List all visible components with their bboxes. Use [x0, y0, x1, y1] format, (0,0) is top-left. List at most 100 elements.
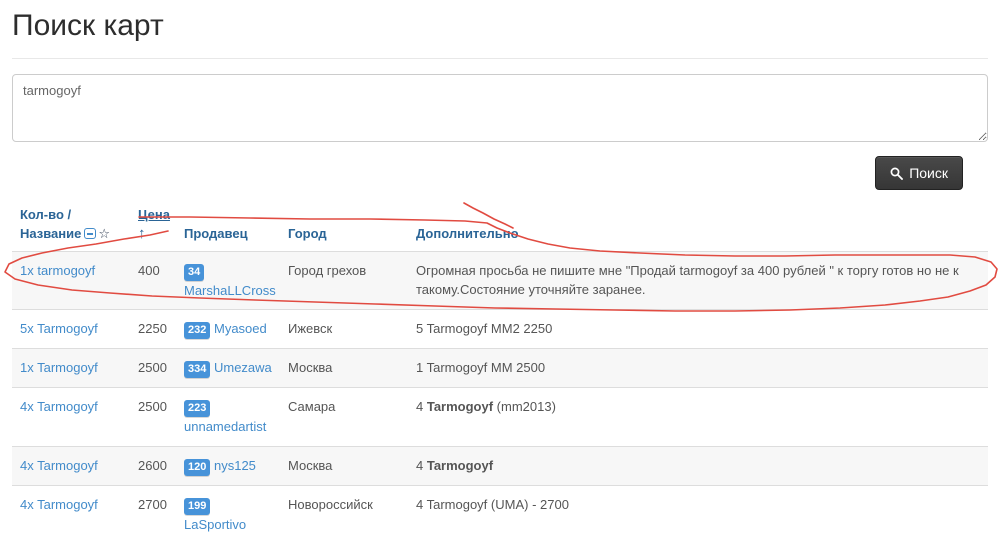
price-cell: 2500: [130, 387, 176, 447]
extra-bold: Tarmogoyf: [426, 399, 494, 415]
title-divider: [12, 58, 988, 59]
city-cell: Самара: [280, 387, 408, 447]
extra-cell: 4 Tarmogoyf (UMA) - 2700: [408, 484, 988, 543]
header-name-label: Название: [20, 225, 82, 241]
seller-cell: 334 Umezawa: [176, 348, 280, 388]
seller-link[interactable]: unnamedartist: [184, 419, 267, 435]
city-label: Новороссийск: [288, 496, 373, 512]
table-row: 5x Tarmogoyf 2250 232 Myasoed Ижевск 5 T…: [12, 309, 988, 349]
city-cell: Город грехов: [280, 250, 408, 310]
header-city: Город: [280, 202, 408, 252]
sort-price-link[interactable]: Цена ↑: [138, 207, 170, 241]
qty-name-cell: 4x Tarmogoyf: [12, 484, 130, 543]
table-header-row: Кол-во / Название ☆ Цена ↑ Продавец Город…: [12, 202, 988, 252]
seller-link[interactable]: Myasoed: [213, 321, 267, 337]
header-price-label: Цена: [138, 207, 170, 222]
seller-cell: 120 nys125: [176, 445, 280, 486]
page-title: Поиск карт: [12, 9, 164, 42]
city-cell: Новороссийск: [280, 484, 408, 543]
seller-cell: 199 LaSportivo: [176, 484, 280, 543]
extra-text: 1 Tarmogoyf MM 2500: [416, 360, 545, 375]
card-link[interactable]: 1x tarmogoyf: [20, 262, 96, 278]
results-table: Кол-во / Название ☆ Цена ↑ Продавец Город…: [12, 202, 988, 543]
card-link[interactable]: 4x Tarmogoyf: [20, 496, 98, 512]
seller-link[interactable]: nys125: [213, 457, 256, 473]
extra-text: 4 Tarmogoyf (UMA) - 2700: [416, 497, 569, 512]
extra-post: (mm2013): [493, 399, 556, 415]
card-link[interactable]: 4x Tarmogoyf: [20, 399, 98, 415]
extra-cell: 4 Tarmogoyf (mm2013): [408, 387, 988, 447]
table-row: 4x Tarmogoyf 2500 223 unnamedartist Сама…: [12, 387, 988, 447]
city-label: Город грехов: [288, 262, 367, 278]
seller-cell: 232 Myasoed: [176, 309, 280, 349]
card-link[interactable]: 5x Tarmogoyf: [20, 321, 98, 337]
search-input[interactable]: tarmogoyf: [12, 74, 988, 142]
table-row: 4x Tarmogoyf 2600 120 nys125 Москва 4 Ta…: [12, 445, 988, 486]
comment-icon[interactable]: [84, 227, 97, 239]
extra-cell: 4 Tarmogoyf: [408, 445, 988, 486]
city-cell: Ижевск: [280, 309, 408, 349]
price-cell: 2700: [130, 484, 176, 543]
price-value: 2250: [138, 321, 167, 337]
table-row: 4x Tarmogoyf 2700 199 LaSportivo Новорос…: [12, 484, 988, 543]
city-cell: Москва: [280, 445, 408, 486]
extra-pre: 4: [416, 399, 427, 415]
seller-rating-badge[interactable]: 199: [184, 497, 211, 515]
table-row: 1x tarmogoyf 400 34 MarshaLLCross Город …: [12, 250, 988, 310]
price-value: 400: [138, 262, 160, 278]
header-seller: Продавец: [176, 202, 280, 252]
sort-qty-link[interactable]: Кол-во / Название: [20, 207, 81, 241]
extra-cell: 1 Tarmogoyf MM 2500: [408, 348, 988, 388]
header-price: Цена ↑: [130, 202, 176, 252]
seller-rating-badge[interactable]: 34: [184, 263, 205, 281]
seller-rating-badge[interactable]: 223: [184, 400, 211, 418]
search-button[interactable]: Поиск: [875, 156, 963, 190]
city-cell: Москва: [280, 348, 408, 388]
table-row: 1x Tarmogoyf 2500 334 Umezawa Москва 1 T…: [12, 348, 988, 388]
star-icon[interactable]: ☆: [98, 225, 111, 241]
extra-pre: 1 Tarmogoyf MM 2500: [416, 360, 546, 376]
city-label: Самара: [288, 399, 336, 415]
sort-seller-link[interactable]: Продавец: [184, 225, 248, 241]
search-button-label: Поиск: [909, 165, 948, 181]
extra-pre: 4 Tarmogoyf (UMA) - 2700: [416, 496, 569, 512]
qty-name-cell: 5x Tarmogoyf: [12, 309, 130, 349]
header-qty-label: Кол-во /: [20, 207, 72, 222]
seller-rating-badge[interactable]: 120: [184, 458, 211, 476]
seller-link[interactable]: Umezawa: [213, 360, 272, 376]
seller-rating-badge[interactable]: 232: [184, 322, 211, 340]
extra-text: 5 Tarmogoyf MM2 2250: [416, 321, 552, 336]
price-cell: 2250: [130, 309, 176, 349]
price-value: 2500: [138, 399, 167, 415]
price-value: 2600: [138, 457, 167, 473]
search-button-row: Поиск: [12, 156, 963, 190]
qty-name-cell: 1x Tarmogoyf: [12, 348, 130, 388]
city-label: Москва: [288, 360, 333, 376]
seller-link[interactable]: MarshaLLCross: [184, 282, 276, 298]
price-cell: 2600: [130, 445, 176, 486]
extra-pre: 4: [416, 457, 427, 473]
extra-bold: Tarmogoyf: [426, 457, 494, 473]
seller-cell: 223 unnamedartist: [176, 387, 280, 447]
qty-name-cell: 1x tarmogoyf: [12, 250, 130, 310]
header-extra: Дополнительно: [408, 202, 988, 252]
price-value: 2700: [138, 496, 167, 512]
card-link[interactable]: 1x Tarmogoyf: [20, 360, 98, 376]
extra-cell: Огромная просьба не пишите мне "Продай t…: [408, 250, 988, 310]
header-qty-name: Кол-во / Название ☆: [12, 202, 130, 252]
seller-link[interactable]: LaSportivo: [184, 516, 247, 532]
city-label: Москва: [288, 457, 333, 473]
extra-text: 4 Tarmogoyf (mm2013): [416, 399, 556, 414]
seller-cell: 34 MarshaLLCross: [176, 250, 280, 310]
sort-ascending-icon[interactable]: ↑: [138, 224, 146, 242]
price-value: 2500: [138, 360, 167, 376]
seller-rating-badge[interactable]: 334: [184, 361, 211, 379]
qty-name-cell: 4x Tarmogoyf: [12, 387, 130, 447]
extra-cell: 5 Tarmogoyf MM2 2250: [408, 309, 988, 349]
sort-city-link[interactable]: Город: [288, 225, 327, 241]
city-label: Ижевск: [288, 321, 333, 337]
magnifier-icon: [890, 167, 904, 180]
extra-text: Огромная просьба не пишите мне "Продай t…: [416, 263, 959, 298]
card-link[interactable]: 4x Tarmogoyf: [20, 457, 98, 473]
extra-text: 4 Tarmogoyf: [416, 458, 493, 473]
